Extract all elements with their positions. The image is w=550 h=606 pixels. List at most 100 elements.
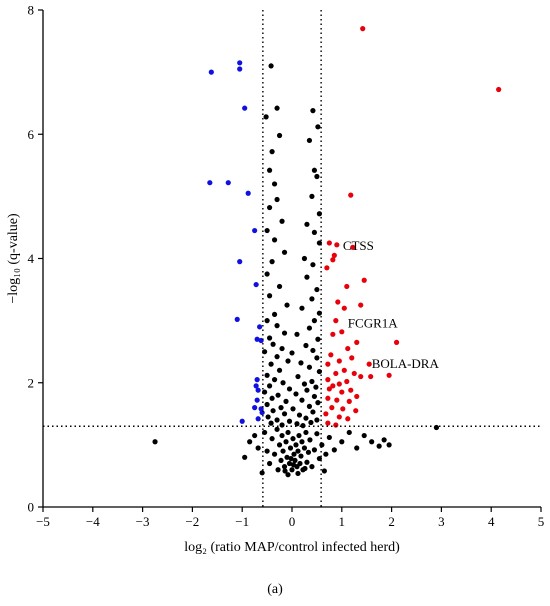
ns-point	[289, 467, 295, 473]
up-point	[326, 240, 332, 246]
up-point	[330, 257, 336, 263]
ns-point	[285, 472, 291, 478]
ns-point	[306, 137, 313, 144]
up-point	[348, 387, 354, 393]
ns-point	[303, 342, 309, 349]
up-point	[344, 283, 350, 290]
ns-point	[268, 420, 274, 426]
ns-point	[268, 361, 274, 367]
ns-point	[271, 311, 278, 318]
ns-point	[259, 470, 265, 476]
up-point	[336, 381, 342, 387]
y-axis-title: −log₁₀ (q-value)	[6, 213, 21, 304]
ns-point	[310, 409, 316, 415]
up-point	[325, 395, 331, 401]
down-point	[253, 383, 259, 389]
ns-point	[331, 447, 337, 453]
up-point	[361, 277, 367, 283]
up-point	[335, 299, 341, 305]
ns-point	[313, 384, 319, 390]
x-tick-label: −5	[36, 514, 50, 529]
up-point	[354, 339, 360, 345]
ns-point	[286, 418, 293, 424]
down-point	[254, 336, 260, 342]
up-point	[330, 331, 336, 337]
up-point	[349, 355, 355, 361]
ns-point	[298, 453, 304, 459]
ns-point	[306, 403, 313, 409]
ns-point	[295, 448, 301, 454]
ns-point	[310, 108, 316, 114]
ns-point	[314, 431, 320, 437]
ns-point	[271, 377, 278, 383]
ns-point	[315, 336, 321, 342]
ns-point	[310, 347, 316, 354]
ns-point	[315, 400, 321, 406]
down-point	[252, 227, 258, 234]
ns-point	[269, 149, 275, 155]
figure-caption: (a)	[267, 582, 283, 597]
axes: −5 −4 −3 −2 −1 0 1 2 3 4 5 0 2 4 6 8	[28, 3, 545, 530]
ns-point	[316, 310, 322, 316]
ns-point	[281, 411, 288, 417]
down-point	[225, 180, 231, 186]
ns-point	[295, 373, 301, 380]
up-point	[496, 86, 502, 93]
ns-point	[284, 302, 290, 308]
ns-point	[298, 360, 304, 366]
up-point	[358, 373, 364, 380]
up-point	[353, 408, 359, 414]
ns-point	[266, 460, 273, 467]
ns-point	[290, 406, 296, 412]
up-point	[351, 370, 357, 377]
ns-point	[323, 451, 329, 457]
down-point	[259, 409, 265, 416]
ns-point	[316, 211, 322, 217]
ns-point	[255, 445, 261, 451]
ns-point	[288, 455, 294, 462]
ns-point	[283, 398, 289, 404]
y-tick-label: 2	[28, 375, 35, 390]
y-tick-label: 4	[28, 251, 35, 266]
ns-point	[304, 221, 310, 227]
ns-point	[304, 459, 310, 465]
ns-point	[315, 124, 321, 130]
ns-point	[285, 358, 291, 364]
down-point	[257, 324, 263, 330]
ns-point	[295, 470, 301, 477]
ns-point	[289, 350, 295, 356]
ns-point	[314, 355, 320, 361]
ns-point	[274, 196, 280, 203]
ns-point	[275, 392, 281, 398]
up-point	[336, 414, 342, 420]
up-point	[350, 244, 356, 250]
ns-point	[302, 465, 308, 472]
up-point	[324, 265, 330, 271]
up-point	[333, 370, 339, 377]
up-point	[354, 393, 360, 400]
up-point	[326, 386, 332, 392]
up-point	[345, 416, 351, 422]
ns-point	[274, 417, 280, 423]
up-point	[341, 367, 347, 373]
ns-point	[361, 432, 367, 439]
down-point	[254, 397, 260, 403]
up-point	[366, 361, 372, 367]
ns-point	[270, 341, 276, 347]
x-tick-label: −3	[136, 514, 150, 529]
ns-point	[319, 442, 325, 448]
x-tick-label: 4	[488, 514, 495, 529]
up-point	[360, 26, 366, 32]
ns-point	[271, 237, 278, 243]
ns-point	[280, 380, 286, 386]
ns-point	[264, 271, 270, 277]
ns-point	[282, 468, 288, 474]
x-tick-label: 3	[438, 514, 445, 529]
ns-point	[299, 439, 305, 445]
x-tick-label: −1	[235, 514, 249, 529]
ns-point	[278, 405, 284, 411]
x-tick-label: 0	[289, 514, 296, 529]
ns-point	[296, 412, 303, 418]
ns-point	[281, 464, 288, 470]
x-tick-label: 5	[538, 514, 545, 529]
